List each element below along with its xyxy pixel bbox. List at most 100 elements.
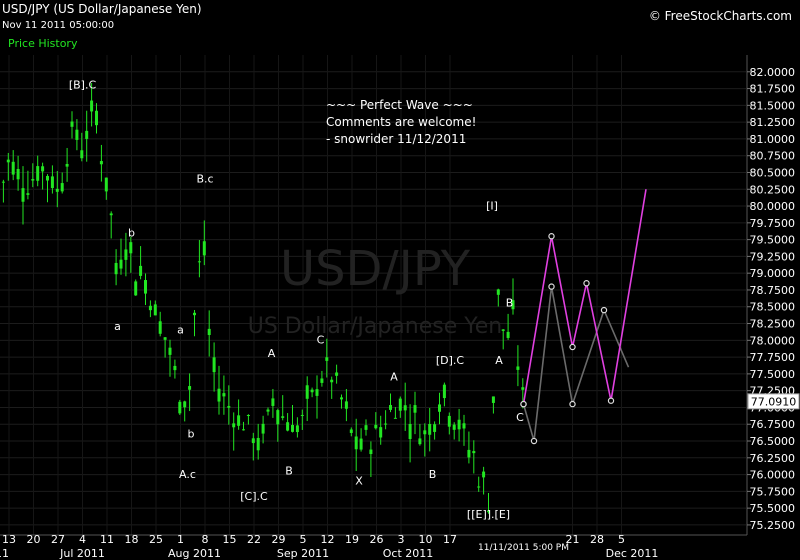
candle-body	[379, 427, 383, 438]
wave-label: B	[429, 468, 437, 481]
candle-body	[197, 261, 201, 263]
y-tick-label: 75.2500	[750, 519, 796, 532]
candle-body	[212, 357, 216, 373]
y-tick-label: 78.2500	[750, 318, 796, 331]
candle-body	[291, 424, 294, 432]
candle-body	[511, 300, 515, 310]
candle-body	[472, 451, 476, 454]
x-tick-label: 26	[370, 533, 384, 546]
y-tick-label: 78.5000	[750, 301, 796, 314]
y-tick-label: 75.7500	[750, 485, 796, 498]
x-tick-label: 25	[149, 533, 163, 546]
candle-body	[31, 179, 35, 181]
candle-body	[227, 406, 231, 408]
brand-label[interactable]: © FreeStockCharts.com	[648, 9, 792, 23]
x-tick-label: 20	[27, 533, 41, 546]
candle-body	[330, 379, 334, 383]
candle-body	[447, 415, 451, 427]
last-price-label: 77.0910	[751, 395, 797, 408]
candle-body	[408, 423, 412, 440]
x-tick-label: 4	[79, 533, 86, 546]
candle-body	[21, 188, 25, 202]
candlestick-series	[1, 82, 525, 514]
candle-body	[418, 438, 422, 445]
panel-label[interactable]: Price History	[8, 37, 78, 50]
candle-body	[55, 188, 59, 192]
candle-body	[403, 405, 407, 411]
candle-body	[11, 161, 15, 175]
candle-body	[16, 168, 20, 180]
candle-body	[516, 366, 520, 370]
x-tick-label: 5	[300, 533, 307, 546]
candle-body	[491, 396, 495, 403]
y-tick-label: 76.2500	[750, 452, 796, 465]
candle-body	[433, 424, 437, 432]
wave-label: a	[114, 320, 121, 333]
candle-body	[325, 357, 329, 361]
candle-body	[305, 385, 309, 399]
candle-body	[482, 471, 486, 478]
candle-body	[50, 176, 54, 189]
watermark-name: US Dollar/Japanese Yen	[248, 314, 503, 339]
projection-node	[607, 397, 615, 404]
y-tick-label: 81.5000	[750, 99, 796, 112]
chart-datetime: Nov 11 2011 05:00:00	[2, 20, 115, 31]
projection-node	[548, 283, 555, 290]
candle-body	[261, 423, 265, 434]
wave-label: C	[516, 411, 524, 424]
last-price-box	[747, 393, 800, 410]
wave-label: A	[268, 347, 276, 360]
projection-node	[569, 343, 576, 351]
wave-label: [D].C	[436, 354, 465, 367]
candle-body	[207, 328, 211, 335]
wave-label: a	[177, 324, 184, 337]
candle-body	[295, 425, 299, 433]
y-tick-label: 78.0000	[750, 334, 796, 347]
projection-primary-path	[522, 189, 647, 405]
candle-body	[95, 110, 98, 126]
x-month-label: Dec 2011	[606, 547, 659, 560]
y-tick-label: 80.7500	[750, 150, 796, 163]
candle-body	[178, 401, 182, 414]
y-tick-label: 80.0000	[750, 200, 796, 213]
y-tick-label: 79.2500	[750, 250, 796, 263]
candle-body	[496, 289, 500, 295]
candle-body	[168, 347, 172, 355]
candle-body	[340, 397, 343, 400]
candle-body	[423, 430, 427, 435]
candle-body	[359, 438, 363, 450]
candle-body	[374, 424, 378, 429]
y-tick-label: 80.5000	[750, 166, 796, 179]
comment-annotation: ~~~ Perfect Wave ~~~ Comments are welcom…	[326, 98, 476, 146]
candle-body	[114, 262, 118, 275]
y-tick-label: 77.7500	[750, 351, 796, 364]
x-tick-label: 21	[566, 533, 580, 546]
wave-label: [B].C	[69, 79, 97, 92]
wave-label: B	[506, 297, 514, 310]
comment-line-3: - snowrider 11/12/2011	[326, 132, 466, 146]
candle-body	[413, 405, 417, 413]
candle-body	[6, 159, 10, 163]
candle-body	[452, 424, 456, 430]
projection-node	[530, 437, 538, 445]
candle-body	[442, 384, 446, 399]
comment-line-2: Comments are welcome!	[326, 115, 476, 129]
y-tick-label: 76.5000	[750, 435, 796, 448]
candle-body	[315, 389, 319, 396]
x-tick-label: 11	[100, 533, 114, 546]
wave-labels: [B].C b a B.c a b A.c A B [C].C C X A B [D].C [I] B A C [[E…	[69, 79, 524, 522]
x-month-label: Aug 2011	[168, 547, 221, 560]
x-tick-label: 3	[398, 533, 405, 546]
x-tick-label: 22	[247, 533, 261, 546]
candle-body	[129, 242, 133, 254]
wave-label: B	[285, 465, 293, 478]
candle-body	[163, 337, 167, 340]
candle-body	[320, 378, 324, 383]
y-tick-label: 79.0000	[750, 267, 796, 280]
x-tick-label: 29	[272, 533, 286, 546]
candle-body	[193, 312, 196, 316]
candle-body	[60, 183, 64, 192]
candle-body	[281, 416, 285, 418]
